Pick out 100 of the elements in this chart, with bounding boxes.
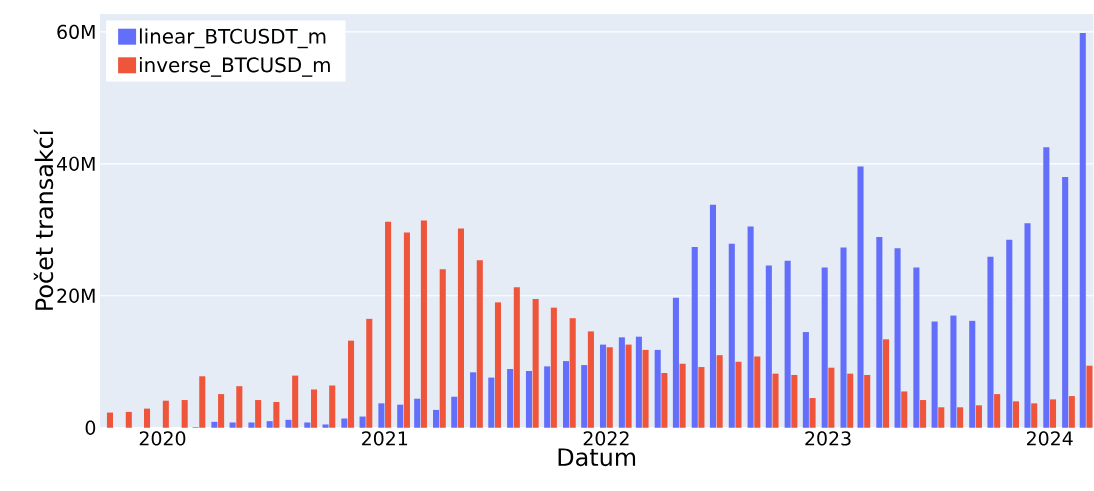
bar — [672, 297, 679, 428]
bar — [1079, 33, 1086, 428]
bar — [957, 407, 964, 428]
bar — [181, 400, 188, 428]
bar — [359, 416, 366, 428]
bar — [255, 400, 262, 428]
bar — [1068, 396, 1075, 428]
bar — [385, 222, 392, 428]
bar — [1049, 399, 1057, 428]
bar — [322, 424, 329, 428]
bar — [864, 375, 871, 428]
bar — [310, 389, 318, 428]
bar — [606, 347, 613, 428]
bar — [735, 361, 742, 428]
bar — [772, 373, 779, 428]
bar — [525, 371, 533, 428]
bar — [1086, 365, 1093, 428]
x-tick-label: 2021 — [362, 431, 408, 446]
bar — [348, 340, 355, 428]
bar — [642, 350, 649, 428]
bar — [679, 363, 686, 428]
bar — [784, 260, 791, 428]
bar — [162, 400, 169, 428]
bar — [273, 402, 280, 428]
bar — [439, 269, 446, 428]
bar — [1062, 177, 1069, 428]
bar — [236, 386, 243, 428]
bar — [950, 315, 957, 428]
bar — [341, 418, 348, 428]
y-axis-title: Počet transakcí — [33, 129, 54, 311]
bar — [698, 367, 705, 428]
bar — [581, 365, 588, 428]
legend-label: linear_BTCUSDT_m — [139, 28, 326, 49]
bar — [625, 344, 632, 428]
x-tick-label: 2020 — [139, 431, 186, 446]
bar — [507, 369, 514, 428]
bar — [894, 248, 901, 428]
bar — [1043, 147, 1050, 428]
x-tick-label: 2023 — [805, 431, 851, 446]
bar — [1012, 401, 1020, 428]
bar — [987, 256, 994, 428]
bar — [366, 319, 373, 428]
y-tick-label: 40M — [56, 156, 95, 172]
bar — [1024, 223, 1031, 428]
bar — [420, 220, 427, 428]
bar — [802, 332, 809, 428]
bar — [654, 350, 661, 428]
bar — [218, 394, 225, 428]
bar — [476, 260, 483, 428]
bar — [587, 331, 594, 428]
bar — [876, 237, 883, 428]
bar — [143, 408, 151, 428]
bar — [494, 302, 502, 428]
bar — [106, 412, 114, 428]
x-tick-label: 2024 — [1026, 431, 1073, 446]
bar — [1006, 239, 1013, 428]
bar — [292, 375, 299, 428]
bar — [600, 344, 607, 428]
bar — [747, 226, 754, 428]
bar — [920, 400, 927, 428]
bar — [211, 421, 218, 428]
bar — [882, 339, 890, 428]
bar — [229, 422, 236, 428]
bar — [728, 243, 735, 428]
bar — [457, 228, 464, 428]
bar — [661, 373, 668, 428]
bar — [901, 391, 908, 428]
bar — [562, 361, 570, 428]
bar — [569, 318, 576, 428]
bar — [994, 394, 1001, 428]
bar — [821, 267, 828, 428]
bar — [913, 267, 920, 428]
bar — [754, 356, 761, 428]
bar — [403, 232, 410, 428]
bar — [397, 404, 404, 428]
bar — [618, 337, 625, 428]
bar — [532, 299, 539, 428]
bar — [550, 307, 557, 428]
bar — [969, 320, 976, 428]
bar — [266, 421, 273, 428]
bar — [691, 247, 698, 428]
bar — [791, 375, 798, 428]
legend-label: inverse_BTCUSD_m — [139, 57, 330, 77]
bar — [840, 247, 847, 428]
bar — [414, 398, 421, 428]
bar — [1031, 403, 1038, 428]
bar — [378, 403, 385, 428]
bar — [544, 366, 551, 428]
bar — [125, 412, 132, 428]
x-axis-title: Datum — [558, 448, 636, 467]
bar — [765, 265, 772, 428]
bar — [470, 372, 477, 428]
y-tick-label: 20M — [57, 288, 95, 304]
bar — [938, 407, 945, 428]
bar — [488, 377, 495, 428]
bar — [451, 396, 458, 428]
bar — [513, 287, 520, 428]
x-tick-label: 2022 — [583, 431, 629, 446]
bar — [248, 422, 255, 428]
bar — [329, 385, 336, 428]
